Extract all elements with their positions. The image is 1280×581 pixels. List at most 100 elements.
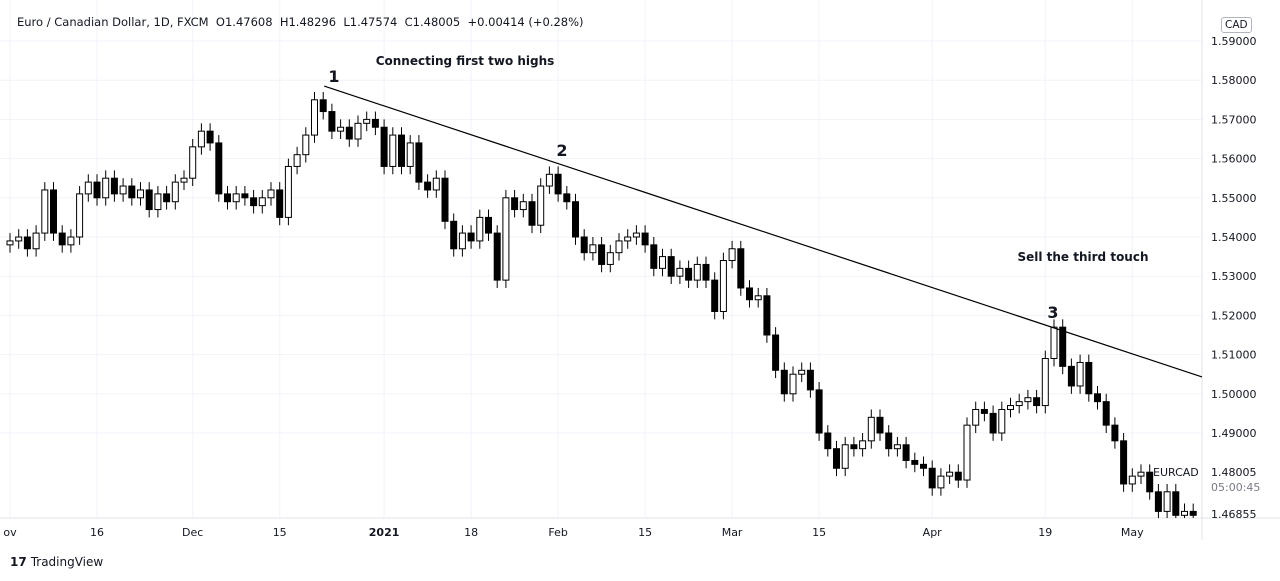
tradingview-logo[interactable]: 17 TradingView (10, 555, 104, 569)
annotation-note1: Connecting first two highs (376, 54, 555, 68)
candle-body (606, 252, 614, 265)
candle-body (1067, 365, 1075, 387)
symbol-tag: EURCAD (1153, 466, 1199, 479)
candle-body (754, 295, 762, 301)
candle-body (772, 334, 780, 371)
candle-body (354, 122, 362, 140)
candle-body (1154, 491, 1162, 512)
candle-body (406, 142, 414, 167)
candle-body (928, 467, 936, 489)
candle-body (424, 181, 432, 191)
candle-body (737, 248, 745, 289)
candle-body (667, 256, 675, 277)
candle-body (519, 201, 527, 211)
candle-body (580, 236, 588, 254)
candle-body (58, 232, 66, 246)
candle-body (798, 369, 806, 375)
tv-logo-icon: 17 (10, 555, 27, 569)
candle-body (1033, 397, 1041, 407)
candle-body (337, 126, 345, 132)
time-axis-label: 15 (273, 526, 287, 539)
time-axis-label: 16 (90, 526, 104, 539)
candle-body (493, 232, 501, 281)
time-axis-label: 15 (812, 526, 826, 539)
candle-body (650, 244, 658, 269)
candle-body (728, 248, 736, 262)
candle-body (32, 232, 40, 250)
ohlc-high: H1.48296 (279, 15, 337, 29)
candle-body (1172, 491, 1180, 516)
time-axis-label: May (1121, 526, 1144, 539)
candle-body (432, 177, 440, 191)
price-axis-label: 1.59000 (1211, 35, 1257, 48)
time-axis-label: Dec (182, 526, 203, 539)
candle-body (946, 471, 954, 477)
candle-body (911, 459, 919, 465)
price-axis-label: 1.52000 (1211, 309, 1257, 322)
candle-body (441, 177, 449, 222)
symbol-title: Euro / Canadian Dollar, 1D, FXCM (17, 15, 209, 29)
candle-body (1189, 510, 1197, 516)
candle-body (398, 134, 405, 167)
candle-body (1094, 393, 1101, 403)
candle-body (476, 216, 484, 242)
candle-body (589, 244, 597, 254)
candle-body (641, 232, 649, 246)
candle-body (998, 408, 1006, 434)
candle-body (763, 295, 771, 336)
candle-body (1015, 401, 1023, 407)
candle-body (963, 424, 971, 481)
candle-body (250, 197, 258, 207)
candle-body (1007, 405, 1014, 410)
candle-body (815, 389, 823, 434)
candle-body (545, 173, 553, 187)
candle-body (537, 185, 545, 226)
candle-body (554, 173, 562, 195)
candle-body (624, 236, 632, 242)
candle-body (632, 232, 640, 238)
candle-body (363, 118, 371, 124)
candle-body (572, 201, 579, 238)
candle-body (1085, 361, 1093, 395)
candle-body (467, 232, 475, 242)
candle-body (267, 189, 275, 199)
time-axis-label: 2021 (369, 526, 400, 539)
candle-body (867, 416, 875, 442)
candle-body (1050, 326, 1058, 360)
annotation-touch1: 1 (328, 67, 339, 86)
candle-body (693, 263, 701, 281)
currency-badge[interactable]: CAD (1221, 17, 1252, 33)
candle-body (1041, 358, 1049, 407)
candle-body (1059, 326, 1067, 367)
price-axis-label: 1.57000 (1211, 113, 1257, 126)
price-axis-label: 1.49000 (1211, 427, 1257, 440)
time-axis-label: 18 (464, 526, 478, 539)
candle-body (311, 99, 318, 136)
candle-body (15, 236, 23, 242)
candle-body (859, 440, 867, 450)
candle-body (676, 267, 684, 277)
trendline (324, 85, 1203, 378)
candle-body (137, 189, 144, 199)
candle-body (276, 189, 284, 218)
candle-body (563, 193, 571, 203)
candle-body (93, 181, 101, 199)
price-axis-label: 1.56000 (1211, 153, 1257, 166)
candle-body (232, 193, 240, 203)
candle-body (415, 142, 423, 183)
candle-body (163, 193, 171, 203)
candle-body (180, 177, 188, 183)
candle-body (293, 154, 301, 167)
candle-body (824, 432, 832, 450)
candle-body (980, 408, 988, 414)
candle-body (711, 279, 719, 312)
annotation-note2: Sell the third touch (1017, 250, 1148, 264)
candle-body (885, 432, 893, 450)
ohlc-low: L1.47574 (343, 15, 398, 29)
time-axis-label: ov (3, 526, 17, 539)
time-axis-label: Mar (722, 526, 743, 539)
candle-body (876, 416, 884, 434)
symbol-header: Euro / Canadian Dollar, 1D, FXCM O1.4760… (17, 15, 584, 29)
candle-body (833, 448, 840, 469)
